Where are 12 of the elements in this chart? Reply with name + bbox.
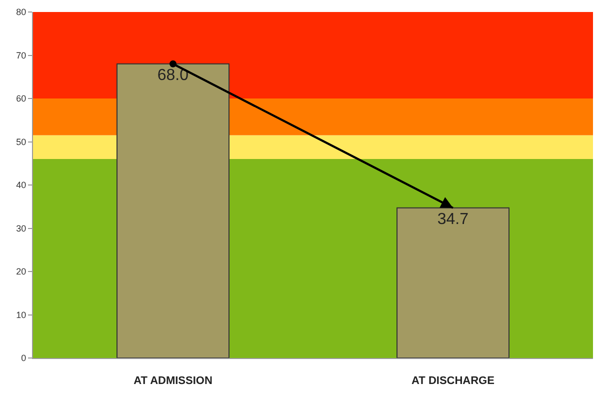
y-tick-label: 30 (16, 223, 26, 234)
y-tick-label: 60 (16, 94, 26, 104)
data-label: 34.7 (437, 210, 469, 228)
y-tick-label: 70 (16, 50, 26, 60)
y-tick-label: 50 (16, 136, 26, 147)
x-tick-label: AT DISCHARGE (412, 375, 494, 388)
y-tick-label: 80 (16, 7, 26, 18)
y-tick-label: 40 (16, 180, 26, 190)
y-tick-label: 20 (16, 266, 26, 277)
x-tick-label: AT ADMISSION (134, 375, 212, 388)
y-tick-label: 0 (21, 353, 26, 364)
y-tick-label: 10 (16, 310, 26, 320)
